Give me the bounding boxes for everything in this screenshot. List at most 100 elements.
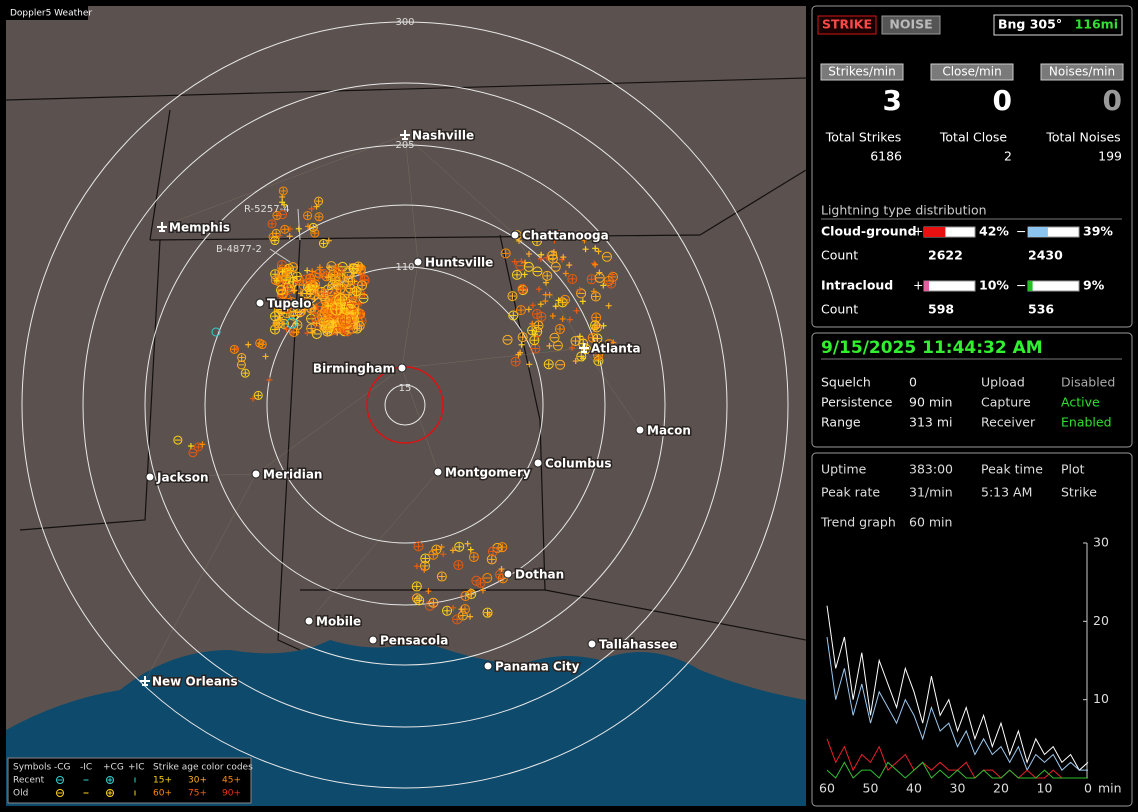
strike <box>425 588 432 595</box>
ring-label: 15 <box>399 383 412 394</box>
cities: Nashville Memphis Chattanooga Huntsville Tup… <box>140 127 692 690</box>
datetime: 9/15/2025 11:44:32 AM <box>821 338 1043 358</box>
strike <box>542 298 549 305</box>
app-label: Doppler5 Weather <box>10 9 92 19</box>
strike <box>211 327 221 337</box>
strike <box>420 553 431 564</box>
strike <box>291 271 302 282</box>
strike <box>552 340 563 351</box>
rate-label: Strikes/min <box>828 65 895 79</box>
legend-symbol <box>106 776 114 784</box>
strike <box>592 333 603 344</box>
rate-label: Noises/min <box>1049 65 1115 79</box>
strike <box>440 551 447 558</box>
strike <box>543 279 550 286</box>
strike <box>257 340 267 350</box>
strike <box>312 287 319 294</box>
strike <box>479 587 486 594</box>
strike <box>497 542 508 553</box>
legend-title: Strike age color codes <box>153 763 253 773</box>
strike <box>601 251 612 262</box>
strike <box>592 261 599 268</box>
strike <box>236 360 246 370</box>
strike <box>325 302 332 309</box>
strike <box>570 335 581 346</box>
trend-line <box>826 636 1088 772</box>
strike <box>517 283 528 294</box>
legend-age: 90+ <box>222 789 241 799</box>
city-label: Columbus <box>545 457 612 471</box>
city-label: Panama City <box>495 660 580 674</box>
strike <box>532 236 543 247</box>
legend-row-label: Recent <box>13 776 45 786</box>
rate-label-box <box>930 63 1014 81</box>
total-value: 6186 <box>870 149 902 164</box>
strike <box>345 283 356 294</box>
strike <box>600 282 607 289</box>
strike <box>314 287 325 298</box>
strike <box>532 309 543 320</box>
strike <box>317 311 331 325</box>
strike <box>590 320 601 331</box>
city-dot <box>503 569 513 579</box>
strike <box>579 298 586 305</box>
city-dot <box>145 472 155 482</box>
stats-cell: Strike <box>1061 485 1097 500</box>
strike <box>188 448 198 458</box>
strike <box>278 186 288 196</box>
ring-label: 300 <box>395 17 414 28</box>
strike <box>523 261 534 272</box>
strike <box>562 270 569 277</box>
strike <box>245 341 252 348</box>
strike <box>325 274 332 281</box>
strike <box>507 291 518 302</box>
strike <box>560 254 567 261</box>
noise-button[interactable] <box>881 15 941 35</box>
strike <box>566 316 573 323</box>
strike <box>487 546 498 557</box>
strike-button[interactable] <box>817 15 877 35</box>
strike <box>270 236 280 246</box>
stats-cell: Peak rate <box>821 485 880 500</box>
strike <box>576 288 587 299</box>
strike <box>590 288 597 295</box>
city-label: Mobile <box>316 615 361 629</box>
status-cell: Persistence <box>821 395 893 410</box>
strike <box>453 560 464 571</box>
status-cell: Capture <box>981 395 1031 410</box>
strike <box>526 250 533 257</box>
strike <box>457 610 468 621</box>
strike <box>330 302 344 316</box>
total-label: Total Strikes <box>825 130 902 145</box>
strike <box>547 253 558 264</box>
city-dot <box>587 639 597 649</box>
strike <box>305 223 312 230</box>
city-dot <box>510 230 520 240</box>
strike <box>325 237 332 244</box>
strike <box>431 544 442 555</box>
strike <box>502 334 513 345</box>
stats-cell: 5:13 AM <box>981 485 1032 500</box>
strike <box>543 359 554 370</box>
strike <box>576 286 583 293</box>
strike <box>279 268 286 275</box>
status-cell: 0 <box>909 375 917 390</box>
airport-icon <box>579 343 589 353</box>
strike <box>345 296 359 310</box>
percent: 9% <box>1083 278 1105 293</box>
strike <box>596 269 603 276</box>
strike <box>529 335 540 346</box>
legend-row-label: Old <box>13 789 28 799</box>
strike <box>538 251 545 258</box>
strike <box>318 268 329 279</box>
bearing-box <box>993 14 1123 36</box>
strike <box>173 435 183 445</box>
strike <box>240 368 250 378</box>
strike <box>529 302 536 309</box>
legend-title: Symbols <box>13 763 52 773</box>
strike <box>592 245 599 252</box>
strike <box>605 302 612 309</box>
strike <box>303 211 313 221</box>
city-dot <box>368 635 378 645</box>
city-label: Huntsville <box>425 256 493 270</box>
